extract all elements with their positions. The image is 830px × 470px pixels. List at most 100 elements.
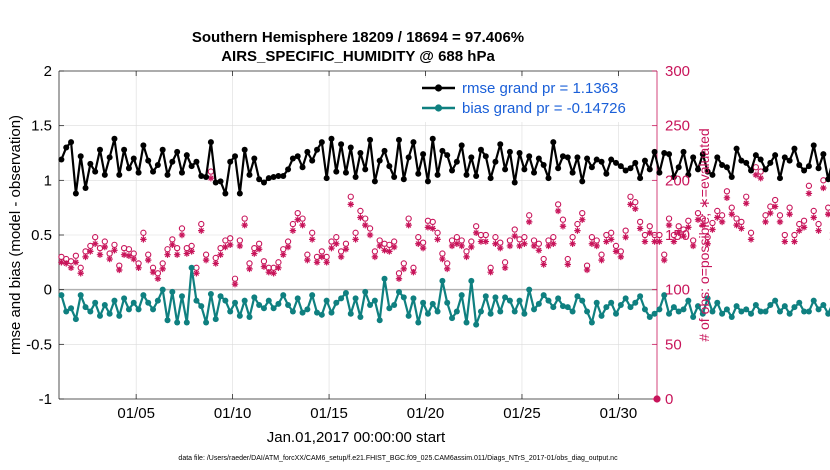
obs-evaluated-point bbox=[472, 229, 480, 237]
bias-point bbox=[786, 310, 793, 317]
obs-possible-point bbox=[550, 234, 557, 241]
rmse-point bbox=[617, 163, 624, 170]
rmse-point bbox=[535, 155, 542, 162]
bias-point bbox=[410, 295, 417, 302]
obs-possible-point bbox=[704, 234, 711, 241]
rmse-point bbox=[395, 136, 402, 143]
obs-evaluated-point bbox=[260, 263, 268, 270]
obs-possible-point bbox=[357, 207, 364, 215]
bias-point bbox=[685, 297, 692, 304]
rmse-point bbox=[675, 164, 682, 171]
obs-possible-point bbox=[415, 234, 422, 241]
bias-point bbox=[743, 306, 750, 313]
obs-possible-point bbox=[473, 223, 480, 230]
obs-possible-point bbox=[781, 231, 788, 239]
bias-point bbox=[733, 303, 740, 310]
bias-point bbox=[781, 303, 788, 310]
rmse-series bbox=[58, 135, 830, 197]
bias-point bbox=[309, 292, 316, 299]
y-axis-label-right: # of obs: o=possible; ∗=evaluated bbox=[696, 128, 712, 341]
obs-possible-point bbox=[709, 219, 716, 227]
obs-evaluated-point bbox=[72, 259, 80, 266]
bias-point bbox=[506, 297, 513, 304]
rmse-point bbox=[101, 171, 108, 178]
obs-possible-point bbox=[140, 229, 147, 236]
bias-point bbox=[670, 304, 677, 311]
obs-evaluated-point bbox=[381, 247, 388, 254]
obs-possible-point bbox=[825, 204, 830, 211]
bias-series bbox=[58, 264, 830, 328]
obs-possible-point bbox=[347, 193, 354, 200]
obs-possible-point bbox=[294, 209, 301, 217]
x-tick-label: 01/25 bbox=[503, 405, 541, 422]
rmse-point bbox=[275, 172, 282, 179]
rmse-point bbox=[613, 159, 620, 166]
rmse-point bbox=[251, 155, 258, 162]
obs-evaluated-point bbox=[255, 246, 263, 253]
y-tick-label: 2 bbox=[44, 63, 52, 80]
x-tick-label: 01/20 bbox=[407, 405, 445, 422]
y-right-tick-label: 100 bbox=[665, 282, 690, 299]
rmse-point bbox=[680, 148, 687, 155]
bias-point bbox=[463, 319, 470, 326]
obs-evaluated-point bbox=[63, 260, 70, 267]
bias-point bbox=[593, 299, 600, 306]
rmse-point bbox=[342, 169, 349, 176]
bias-point bbox=[328, 309, 335, 316]
bias-point bbox=[502, 294, 509, 301]
bias-point bbox=[458, 292, 465, 299]
obs-possible-point bbox=[453, 234, 461, 241]
bias-point bbox=[256, 301, 263, 308]
rmse-point bbox=[603, 170, 610, 177]
rmse-point bbox=[232, 153, 239, 160]
rmse-point bbox=[482, 153, 489, 160]
bias-point bbox=[521, 310, 528, 317]
rmse-point bbox=[516, 150, 523, 156]
obs-possible-point bbox=[622, 227, 629, 234]
bias-point bbox=[559, 303, 566, 310]
obs-evaluated-point bbox=[294, 216, 301, 223]
obs-evaluated-point bbox=[366, 231, 374, 239]
y-right-tick-label: 300 bbox=[665, 63, 690, 80]
rmse-point bbox=[468, 154, 475, 161]
bias-point bbox=[579, 297, 586, 304]
obs-evaluated-point bbox=[207, 174, 215, 182]
rmse-point bbox=[367, 136, 374, 143]
bias-point bbox=[106, 310, 113, 317]
rmse-point bbox=[434, 171, 441, 178]
rmse-point bbox=[550, 139, 557, 146]
bias-point bbox=[154, 297, 161, 304]
obs-evaluated-point bbox=[159, 265, 166, 273]
bias-point bbox=[111, 297, 118, 304]
rmse-point bbox=[304, 148, 311, 155]
bias-point bbox=[386, 305, 393, 312]
bias-point bbox=[516, 297, 523, 304]
rmse-point bbox=[786, 157, 793, 164]
rmse-point bbox=[116, 171, 123, 178]
y-tick-label: 1 bbox=[44, 172, 52, 189]
bias-point bbox=[289, 308, 296, 315]
obs-evaluated-point bbox=[550, 240, 557, 247]
obs-evaluated-point bbox=[636, 225, 644, 232]
rmse-point bbox=[531, 169, 538, 176]
obs-evaluated-point bbox=[694, 216, 702, 223]
obs-evaluated-point bbox=[395, 275, 403, 282]
bias-point bbox=[63, 308, 70, 315]
rmse-point bbox=[96, 146, 103, 153]
rmse-point bbox=[222, 190, 229, 197]
obs-evaluated-point bbox=[231, 281, 239, 288]
rmse-point bbox=[227, 158, 234, 165]
bias-point bbox=[776, 308, 783, 315]
obs-evaluated-point bbox=[241, 221, 248, 229]
obs-evaluated-point bbox=[617, 253, 625, 261]
rmse-point bbox=[135, 169, 142, 176]
obs-evaluated-point bbox=[588, 240, 596, 247]
obs-evaluated-point bbox=[318, 253, 326, 261]
obs-evaluated-point bbox=[419, 244, 427, 252]
rmse-point bbox=[121, 146, 128, 153]
bias-point bbox=[555, 295, 562, 302]
bias-point bbox=[367, 301, 374, 308]
obs-evaluated-point bbox=[352, 236, 359, 243]
bias-point bbox=[791, 304, 798, 311]
obs-evaluated-point bbox=[202, 256, 210, 264]
